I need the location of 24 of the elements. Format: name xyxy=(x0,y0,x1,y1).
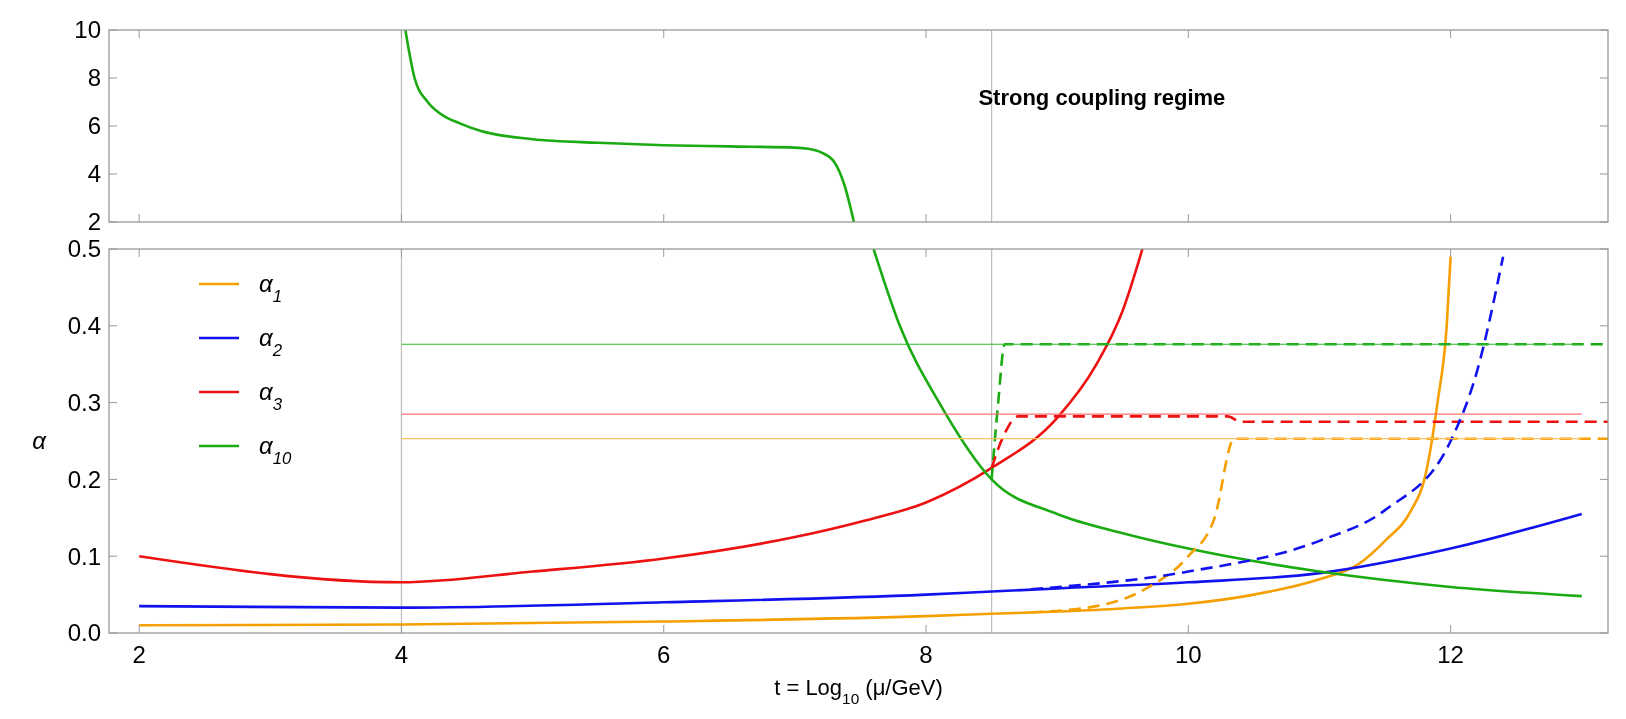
x-tick-label: 8 xyxy=(919,641,933,668)
legend-label: α$_{10}$ xyxy=(259,432,293,468)
legend-label: α$_{2}$ xyxy=(259,324,283,360)
y-tick-label: 0.3 xyxy=(67,389,101,416)
x-tick-label: 2 xyxy=(132,641,146,668)
y-tick-label: 0.4 xyxy=(67,312,101,340)
y-tick-label: 0.5 xyxy=(67,235,101,263)
y-axis-title: α xyxy=(32,427,48,455)
annotation: Strong coupling regime xyxy=(978,84,1226,110)
y-tick-label: 10 xyxy=(74,16,101,44)
y-tick-label: 8 xyxy=(87,64,101,92)
x-tick-label: 12 xyxy=(1437,641,1464,668)
y-tick-label: 4 xyxy=(87,160,101,188)
legend-label: α$_{3}$ xyxy=(259,378,283,414)
x-axis-title: t = Log$_{10}$ (μ/GeV) xyxy=(774,675,943,707)
y-tick-label: 2 xyxy=(87,208,101,236)
x-tick-label: 6 xyxy=(657,641,671,668)
y-tick-label: 0.1 xyxy=(67,542,101,570)
x-tick-label: 4 xyxy=(394,641,409,668)
y-tick-label: 0.2 xyxy=(67,465,101,493)
y-tick-label: 0.0 xyxy=(67,619,101,647)
x-tick-label: 10 xyxy=(1174,641,1202,668)
legend-label: α$_{1}$ xyxy=(259,270,283,306)
y-tick-label: 6 xyxy=(87,112,101,140)
